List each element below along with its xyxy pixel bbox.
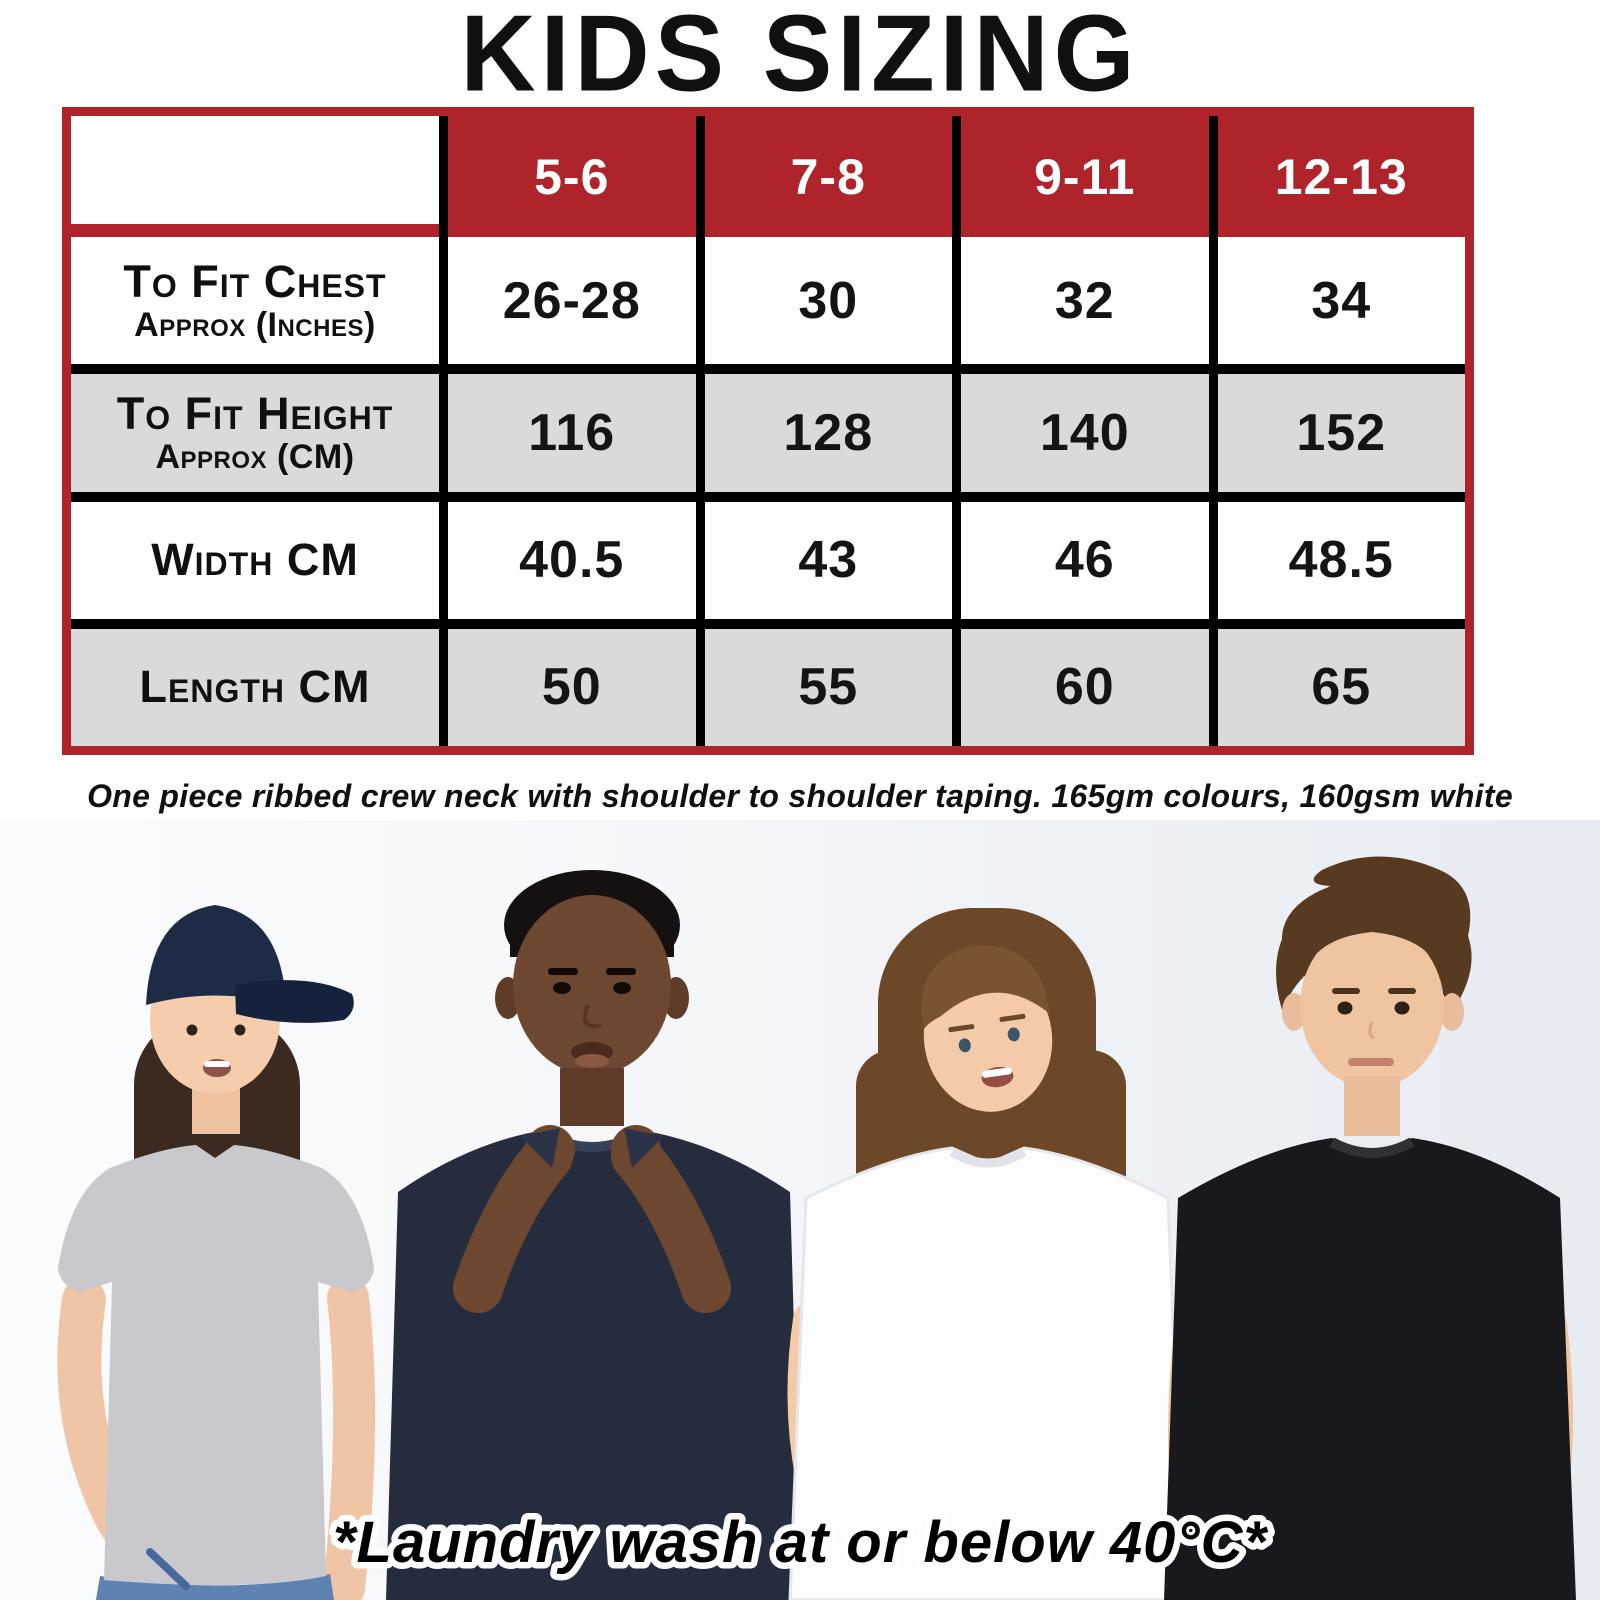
girl3-fringe [921, 944, 1050, 1029]
table-value: 30 [704, 237, 952, 365]
pulled-collar [520, 1128, 560, 1168]
table-value: 128 [704, 364, 952, 492]
table-value: 40.5 [448, 491, 696, 619]
size-col-header: 7-8 [704, 116, 952, 237]
size-col-header: 12-13 [1217, 116, 1465, 237]
boy2-neck [560, 1068, 624, 1126]
boy2-head [513, 895, 671, 1075]
table-value: 60 [961, 618, 1209, 746]
row-label-main: Length CM [139, 661, 371, 713]
size-col-header: 5-6 [448, 116, 696, 237]
table-value: 140 [961, 364, 1209, 492]
jeans-pocket [146, 1548, 190, 1590]
laundry-caption-text: *Laundry wash at or below 40°C* [333, 1510, 1269, 1575]
kid-boy-navy-tee [386, 870, 802, 1600]
row-label-chest: To Fit Chest Approx (Inches) [71, 237, 439, 365]
row-label-sub: Approx (CM) [155, 437, 355, 476]
girl1-grey-tshirt [58, 1145, 374, 1586]
size-table: 5-6 7-8 9-11 12-13 To Fit Chest Approx (… [62, 107, 1474, 755]
laundry-caption-wrap: *Laundry wash at or below 40°C* [0, 1492, 1600, 1597]
girl1-right-arm [323, 1277, 376, 1600]
table-value: 46 [961, 491, 1209, 619]
row-label-main: To Fit Chest [123, 255, 387, 307]
table-corner-blank [71, 116, 439, 224]
table-value: 50 [448, 618, 696, 746]
boy4-neck [1344, 1076, 1400, 1136]
table-value: 65 [1217, 618, 1465, 746]
boy4-ear [1440, 993, 1464, 1031]
row-label-width: Width CM [71, 491, 439, 619]
boy4-fringe [1301, 920, 1447, 984]
kids-photo [0, 820, 1600, 1600]
row-label-sub: Approx (Inches) [134, 305, 376, 344]
row-label-length: Length CM [71, 618, 439, 746]
boy4-ear [1282, 993, 1306, 1031]
kid-girl-white-tee [787, 908, 1186, 1600]
girl3-white-tshirt [788, 1146, 1186, 1600]
girl3-head-group [921, 944, 1053, 1112]
face-features [548, 968, 636, 1068]
face-features [1332, 988, 1416, 1066]
row-label-main: Width CM [151, 533, 359, 585]
row-label-height: To Fit Height Approx (CM) [71, 364, 439, 492]
boy4-head [1300, 924, 1444, 1088]
table-value: 48.5 [1217, 491, 1465, 619]
kids-photo-illustration [0, 820, 1600, 1600]
laundry-caption-svg: *Laundry wash at or below 40°C* [326, 1504, 1274, 1582]
row-label-main: To Fit Height [116, 388, 394, 440]
tshirt-collar [949, 1148, 1027, 1168]
tshirt-collar [1329, 1137, 1415, 1158]
face-features [186, 1024, 246, 1077]
table-value: 116 [448, 364, 696, 492]
table-value: 43 [704, 491, 952, 619]
table-value: 55 [704, 618, 952, 746]
fabric-note: One piece ribbed crew neck with shoulder… [87, 778, 1513, 814]
table-value: 32 [961, 237, 1209, 365]
face-features [948, 1013, 1026, 1088]
cap-brim [235, 980, 354, 1023]
boy4-black-tshirt [1164, 1138, 1576, 1600]
girl1-jeans [96, 1574, 334, 1600]
pulled-collar [624, 1128, 664, 1168]
table-value: 34 [1217, 237, 1465, 365]
page-title: KIDS SIZING [460, 0, 1140, 115]
kid-boy-black-tee [1164, 856, 1576, 1600]
table-value: 152 [1217, 364, 1465, 492]
baseball-cap [146, 905, 286, 1005]
size-col-header: 9-11 [961, 116, 1209, 237]
table-corner-cell [71, 116, 439, 237]
table-value: 26-28 [448, 237, 696, 365]
kid-girl-grey-tee [57, 905, 376, 1600]
